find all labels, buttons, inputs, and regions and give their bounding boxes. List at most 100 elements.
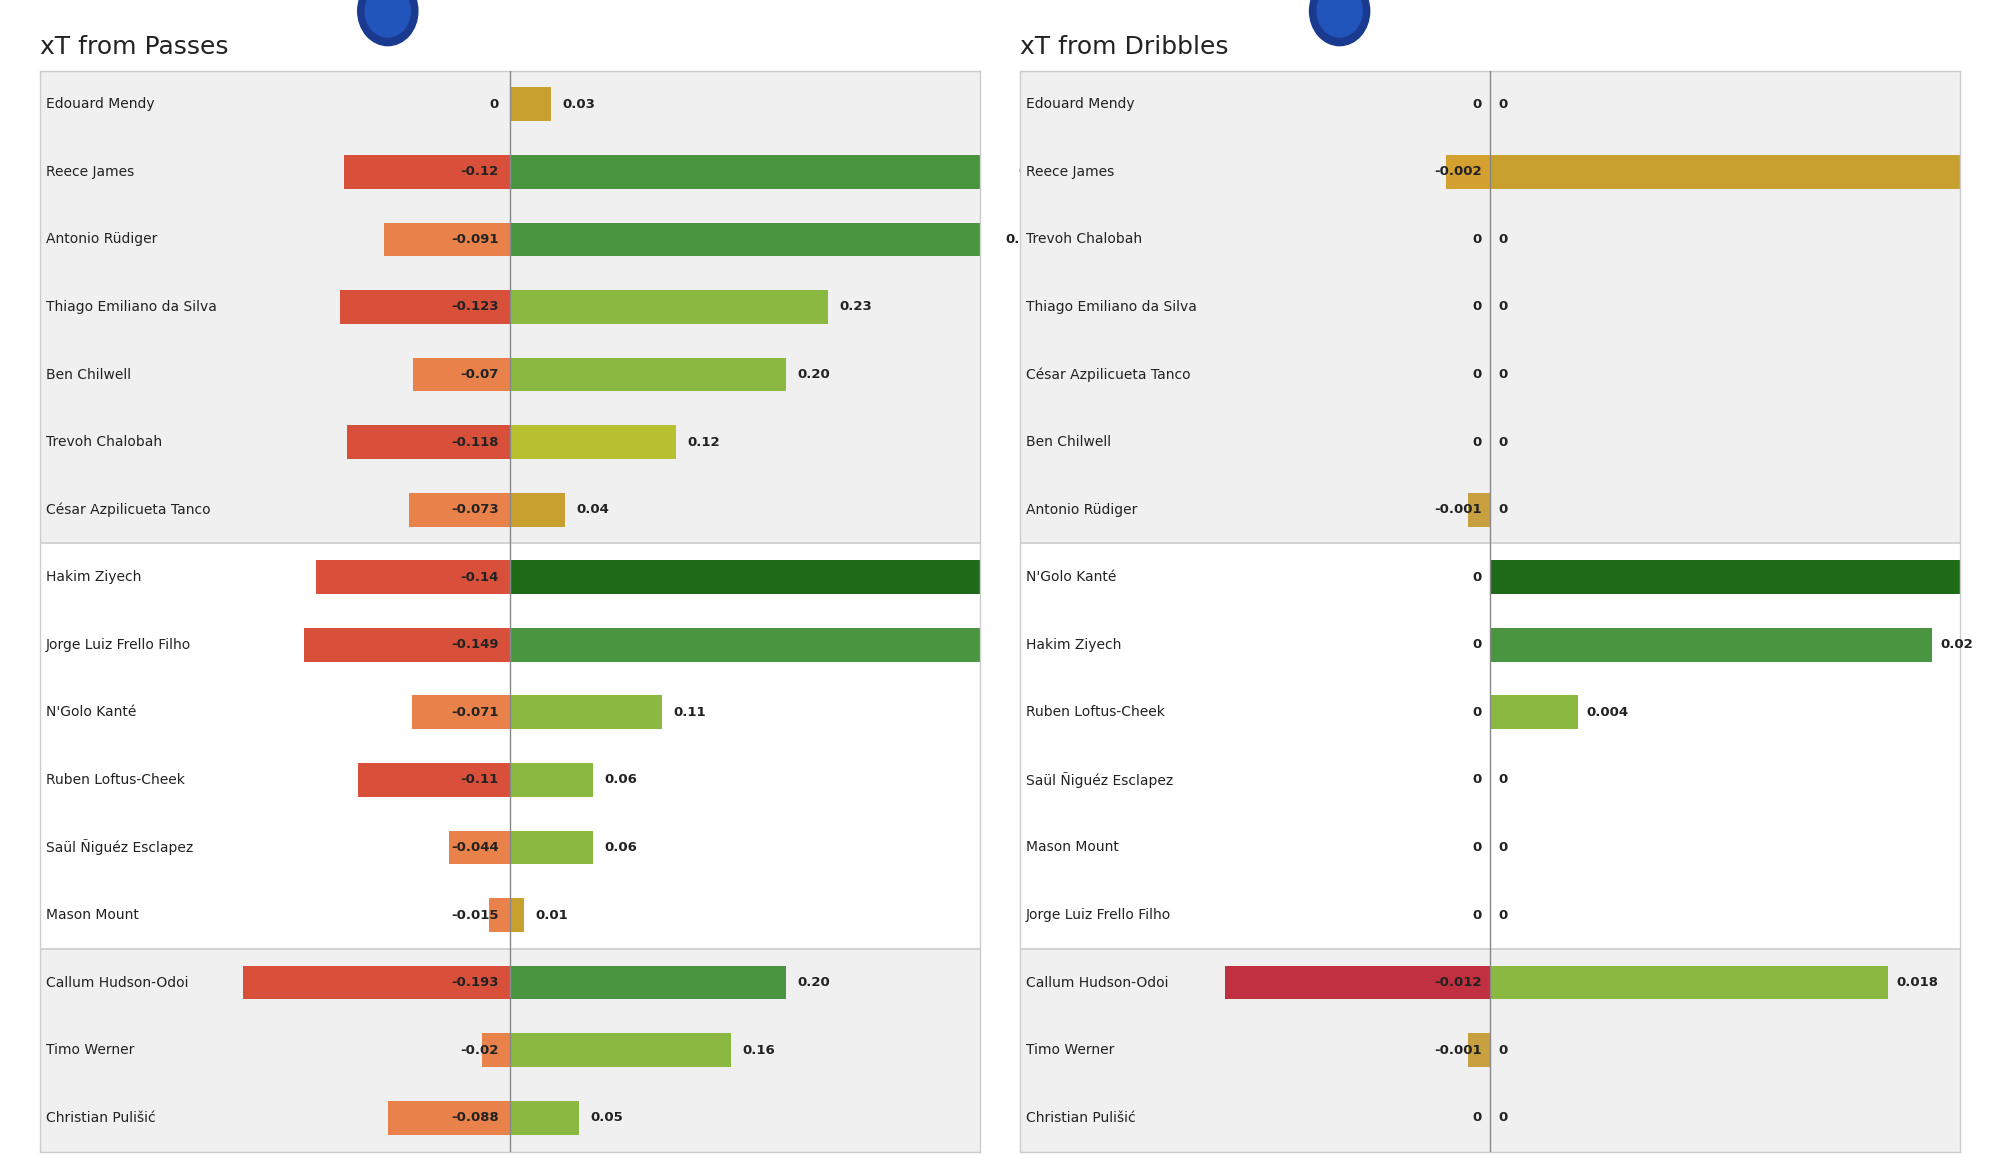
Text: 0.35: 0.35 [1004,233,1038,246]
Bar [490,898,510,932]
Text: xT from Dribbles: xT from Dribbles [1020,35,1228,59]
Text: -0.012: -0.012 [1434,976,1482,989]
Text: -0.071: -0.071 [452,706,498,719]
Text: Ruben Loftus-Cheek: Ruben Loftus-Cheek [46,773,184,787]
Bar [510,290,828,324]
Text: 0: 0 [1472,368,1482,381]
Text: -0.001: -0.001 [1434,503,1482,516]
Bar [482,1033,510,1067]
Text: 0: 0 [1472,98,1482,110]
Text: 0.01: 0.01 [534,908,568,921]
Bar [510,898,524,932]
Text: 0: 0 [1472,773,1482,786]
Bar [510,492,566,526]
Text: -0.07: -0.07 [460,368,498,381]
Text: -0.001: -0.001 [1434,1043,1482,1056]
Text: Christian Pulišić: Christian Pulišić [46,1110,156,1124]
Text: 0: 0 [1472,436,1482,449]
Bar [510,696,662,730]
Bar [340,290,510,324]
Text: Timo Werner: Timo Werner [1026,1043,1114,1058]
Bar [1468,1033,1490,1067]
Bar [358,763,510,797]
Text: 0: 0 [1472,908,1482,921]
Text: -0.044: -0.044 [452,841,498,854]
Text: Mason Mount: Mason Mount [1026,840,1118,854]
Text: Hakim Ziyech: Hakim Ziyech [46,570,140,584]
Bar [316,560,510,595]
Text: Antonio Rüdiger: Antonio Rüdiger [1026,503,1136,517]
Bar [244,966,510,1000]
Bar [40,949,980,1152]
Bar [510,222,994,256]
Circle shape [366,0,410,36]
Bar [510,425,676,459]
Text: -0.123: -0.123 [452,301,498,314]
Text: 0.69: 0.69 [1474,571,1508,584]
Bar [510,831,592,865]
Bar [40,70,980,543]
Text: 0.23: 0.23 [840,301,872,314]
Text: 0: 0 [1498,1043,1508,1056]
Text: César Azpilicueta Tanco: César Azpilicueta Tanco [1026,368,1190,382]
Text: 0.004: 0.004 [1586,706,1628,719]
Bar [450,831,510,865]
Text: -0.193: -0.193 [452,976,498,989]
Text: Mason Mount: Mason Mount [46,908,138,922]
Circle shape [1318,0,1362,36]
Bar [1490,966,1888,1000]
Text: 0.05: 0.05 [590,1112,622,1124]
Bar [388,1101,510,1135]
Text: 0: 0 [1472,233,1482,246]
Text: 0.38: 0.38 [1046,638,1080,651]
Text: xT from Passes: xT from Passes [40,35,228,59]
Text: Trevoh Chalobah: Trevoh Chalobah [46,435,162,449]
Text: -0.14: -0.14 [460,571,498,584]
Text: 0.04: 0.04 [576,503,610,516]
Bar [344,155,510,189]
Text: -0.088: -0.088 [452,1112,498,1124]
Text: 0.06: 0.06 [604,773,636,786]
Text: 0: 0 [1498,233,1508,246]
Text: Ben Chilwell: Ben Chilwell [1026,435,1110,449]
Text: 0.02: 0.02 [1940,638,1974,651]
Text: Reece James: Reece James [1026,165,1114,179]
Text: Thiago Emiliano da Silva: Thiago Emiliano da Silva [46,300,216,314]
Text: 0: 0 [490,98,498,110]
Text: 0.03: 0.03 [562,98,596,110]
Bar [1020,70,1960,543]
Text: Saül Ñiguéz Esclapez: Saül Ñiguéz Esclapez [46,839,192,855]
Bar [510,560,1464,595]
Text: 0.06: 0.06 [604,841,636,854]
Text: Ben Chilwell: Ben Chilwell [46,368,130,382]
Text: 0: 0 [1498,436,1508,449]
Text: 0.36: 0.36 [1018,166,1052,179]
Text: 0: 0 [1498,841,1508,854]
Text: 0: 0 [1472,638,1482,651]
Text: Reece James: Reece James [46,165,134,179]
Text: -0.118: -0.118 [452,436,498,449]
Circle shape [358,0,418,46]
Bar [510,763,592,797]
Text: 0.20: 0.20 [798,368,830,381]
Bar [510,155,1008,189]
Text: -0.015: -0.015 [452,908,498,921]
Bar [510,627,1036,662]
Text: Christian Pulišić: Christian Pulišić [1026,1110,1136,1124]
Text: 0.20: 0.20 [798,976,830,989]
Text: -0.002: -0.002 [1434,166,1482,179]
Bar [1020,949,1960,1152]
Bar [1490,560,2000,595]
Text: César Azpilicueta Tanco: César Azpilicueta Tanco [46,503,210,517]
Text: 0: 0 [1498,368,1508,381]
Bar [346,425,510,459]
Text: Jorge Luiz Frello Filho: Jorge Luiz Frello Filho [46,638,190,652]
Text: N'Golo Kanté: N'Golo Kanté [1026,570,1116,584]
Text: 0.16: 0.16 [742,1043,774,1056]
Text: 0.018: 0.018 [1896,976,1938,989]
Text: Trevoh Chalobah: Trevoh Chalobah [1026,233,1142,247]
Text: 0: 0 [1498,301,1508,314]
Circle shape [1310,0,1370,46]
Text: -0.073: -0.073 [452,503,498,516]
Text: -0.11: -0.11 [460,773,498,786]
